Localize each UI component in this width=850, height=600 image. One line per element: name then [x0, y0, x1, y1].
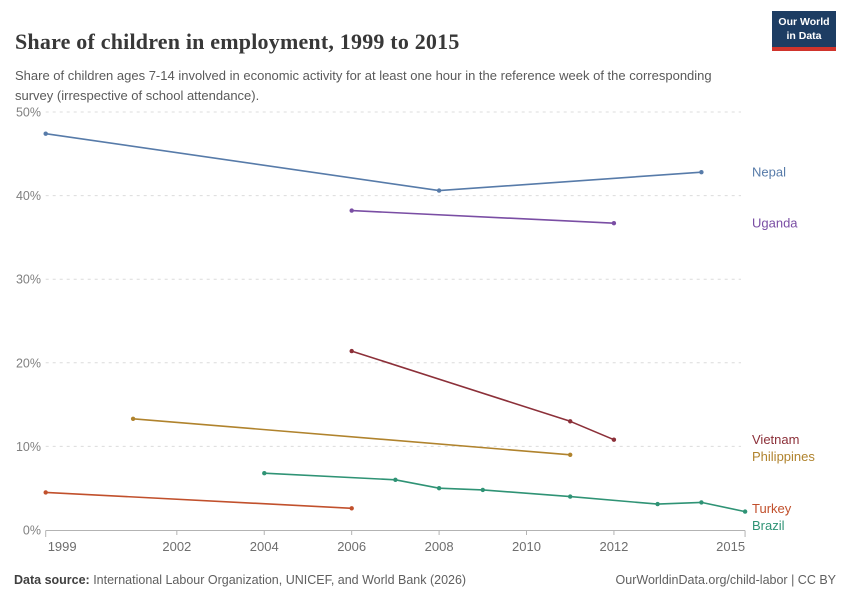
y-tick-label: 0% — [23, 524, 41, 538]
x-tick-label: 2002 — [162, 539, 191, 554]
x-tick-label: 2012 — [599, 539, 628, 554]
data-source-label: Data source: — [14, 573, 90, 587]
series-label-turkey[interactable]: Turkey — [752, 501, 792, 516]
series-line-philippines[interactable] — [132, 418, 571, 456]
x-tick-label: 2006 — [337, 539, 366, 554]
series-line-vietnam[interactable] — [350, 350, 615, 441]
x-tick-label: 2004 — [250, 539, 279, 554]
series-point-brazil[interactable] — [480, 487, 485, 493]
series-label-nepal[interactable]: Nepal — [752, 165, 786, 180]
license-link[interactable]: OurWorldinData.org/child-labor | CC BY — [615, 573, 836, 587]
x-tick-label: 1999 — [48, 539, 77, 554]
series-point-nepal[interactable] — [43, 131, 48, 136]
series-point-brazil[interactable] — [742, 509, 748, 514]
series-point-vietnam[interactable] — [349, 348, 354, 354]
series-point-turkey[interactable] — [349, 506, 354, 511]
series-label-vietnam[interactable]: Vietnam — [752, 432, 799, 447]
y-tick-label: 50% — [16, 106, 41, 120]
series-point-uganda[interactable] — [611, 221, 617, 226]
series-line-uganda[interactable] — [350, 209, 615, 224]
owid-logo-line2: in Data — [786, 29, 822, 42]
series-label-uganda[interactable]: Uganda — [752, 216, 798, 231]
series-point-nepal[interactable] — [436, 188, 442, 193]
series-point-vietnam[interactable] — [611, 437, 617, 442]
data-source-text: International Labour Organization, UNICE… — [89, 573, 467, 587]
page-title: Share of children in employment, 1999 to… — [15, 28, 460, 54]
series-label-philippines[interactable]: Philippines — [752, 449, 815, 464]
series-point-brazil[interactable] — [262, 471, 267, 476]
series-point-brazil[interactable] — [655, 501, 660, 507]
series-line-turkey[interactable] — [44, 491, 353, 510]
x-tick-label: 2015 — [716, 539, 745, 554]
owid-logo[interactable]: Our World in Data — [772, 11, 836, 52]
y-tick-label: 40% — [16, 189, 41, 203]
x-tick-label: 2008 — [425, 539, 454, 554]
series-point-vietnam[interactable] — [568, 419, 573, 424]
x-tick-label: 2010 — [512, 539, 541, 554]
data-source-note: Data source: International Labour Organi… — [14, 573, 466, 587]
series-point-brazil[interactable] — [436, 486, 442, 491]
series-point-uganda[interactable] — [349, 208, 354, 213]
chart-subtitle: Share of children ages 7-14 involved in … — [15, 68, 712, 103]
series-point-brazil[interactable] — [568, 494, 573, 499]
series-point-brazil[interactable] — [393, 477, 398, 482]
y-tick-label: 30% — [16, 273, 41, 287]
series-label-brazil[interactable]: Brazil — [752, 518, 785, 533]
series-line-brazil[interactable] — [263, 472, 746, 513]
owid-logo-text: Our World in Data — [772, 11, 836, 48]
series-point-philippines[interactable] — [130, 416, 136, 421]
series-point-philippines[interactable] — [568, 452, 573, 457]
series-point-brazil[interactable] — [699, 500, 704, 505]
owid-logo-line1: Our World — [778, 16, 830, 28]
owid-logo-red-bar — [772, 47, 836, 52]
series-line-nepal[interactable] — [44, 132, 703, 192]
chart-footer: Data source: International Labour Organi… — [0, 567, 850, 593]
series-point-turkey[interactable] — [43, 490, 48, 495]
y-tick-label: 10% — [16, 440, 41, 454]
series-point-nepal[interactable] — [699, 170, 704, 175]
y-tick-label: 20% — [16, 356, 41, 370]
